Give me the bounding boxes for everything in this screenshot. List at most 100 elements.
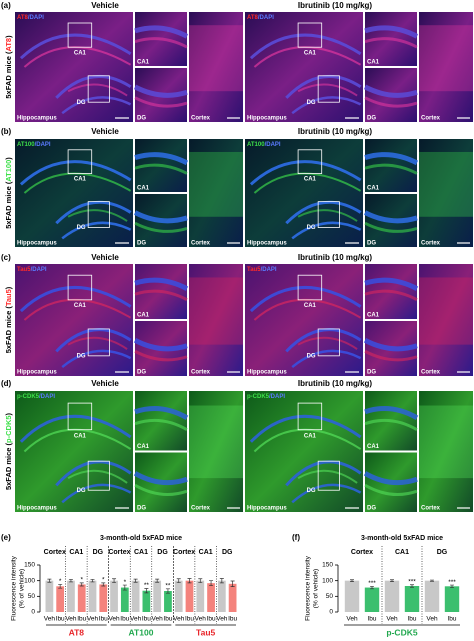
bar bbox=[344, 580, 360, 612]
ca1-box bbox=[67, 402, 93, 431]
side-label-part: AT100 bbox=[4, 160, 13, 182]
region-label: Cortex bbox=[351, 549, 373, 556]
inset-layer bbox=[364, 152, 419, 166]
ca1-box bbox=[297, 402, 323, 431]
bar bbox=[120, 587, 129, 612]
inset-layer bbox=[134, 152, 189, 166]
cell-layer bbox=[19, 33, 132, 60]
inset-label: DG bbox=[367, 241, 376, 247]
dentate-layer bbox=[55, 328, 132, 353]
stain-part: /DAPI bbox=[28, 15, 44, 21]
cortex-image bbox=[189, 264, 243, 376]
error-bar bbox=[176, 578, 181, 583]
x-tick-label: Veh bbox=[173, 616, 185, 623]
x-tick-label: Veh bbox=[346, 616, 358, 623]
inset-layer bbox=[134, 37, 188, 49]
cortex-image bbox=[419, 391, 473, 512]
x-tick-label: Veh bbox=[44, 616, 56, 623]
hippocampus-image bbox=[15, 12, 133, 122]
cell-layer bbox=[19, 160, 132, 186]
x-tick-label: Ibu bbox=[99, 616, 108, 623]
y-tick-label: 0 bbox=[31, 609, 35, 616]
ca1-box bbox=[67, 22, 93, 48]
dg-box bbox=[317, 75, 340, 103]
inset-layer bbox=[134, 405, 189, 420]
cortex-image bbox=[189, 12, 243, 122]
x-tick-label: Veh bbox=[195, 616, 207, 623]
box-label: DG bbox=[307, 100, 316, 106]
dentate-layer bbox=[291, 96, 362, 115]
box-label: CA1 bbox=[304, 177, 317, 183]
bar bbox=[45, 580, 54, 612]
region-label: Cortex bbox=[108, 549, 130, 556]
inset-layer bbox=[363, 210, 418, 224]
x-tick-label: Ibu bbox=[407, 616, 416, 623]
cell-layer bbox=[19, 414, 132, 443]
bar bbox=[185, 580, 194, 612]
y-tick-label: 50 bbox=[326, 593, 334, 600]
marker-label: Tau5 bbox=[196, 627, 215, 637]
error-bar bbox=[144, 588, 149, 594]
image-label: Hippocampus bbox=[247, 116, 287, 122]
inset-label: DG bbox=[367, 506, 376, 512]
box-label: DG bbox=[77, 488, 86, 494]
dentate-layer bbox=[55, 460, 132, 487]
significance: ** bbox=[144, 582, 150, 589]
stain-part: p-CDK5 bbox=[17, 394, 40, 400]
dentate-layer bbox=[55, 74, 132, 99]
bar bbox=[404, 585, 420, 612]
region-label: DG bbox=[93, 549, 104, 556]
bar bbox=[364, 587, 380, 612]
error-bar bbox=[47, 578, 52, 583]
bar bbox=[164, 591, 172, 612]
bar bbox=[110, 580, 118, 612]
stain-part: AT8 bbox=[17, 15, 29, 21]
dentate-layer bbox=[67, 336, 128, 350]
dg-box bbox=[87, 201, 110, 228]
error-bar bbox=[209, 580, 214, 587]
hippocampus-image bbox=[245, 391, 363, 512]
error-bar bbox=[219, 578, 224, 584]
inset-layer bbox=[364, 25, 419, 39]
inset-layer bbox=[364, 37, 418, 49]
x-tick-label: Ibu bbox=[120, 616, 129, 623]
significance: *** bbox=[448, 579, 456, 586]
inset-layer bbox=[364, 221, 418, 233]
y-tick-label: 100 bbox=[322, 577, 333, 584]
y-axis-title: (% of vehicle) bbox=[313, 569, 320, 608]
panel-letter: (b) bbox=[1, 127, 12, 136]
ca1-box bbox=[297, 149, 323, 174]
image-label: Hippocampus bbox=[247, 370, 287, 376]
inset-layer bbox=[134, 289, 188, 302]
bar bbox=[217, 580, 226, 612]
region-label: CA1 bbox=[69, 549, 83, 556]
dentate-layer bbox=[61, 349, 132, 369]
side-label-part: 5xFAD mice ( bbox=[4, 442, 13, 490]
y-axis-title: Fluorescence intensity bbox=[305, 555, 312, 620]
box-label: CA1 bbox=[304, 50, 317, 56]
dentate-layer bbox=[297, 83, 358, 97]
inset-layer bbox=[134, 96, 188, 108]
error-bar bbox=[165, 588, 170, 594]
error-bar bbox=[370, 585, 374, 590]
bar bbox=[131, 580, 140, 612]
ca1-box bbox=[297, 274, 323, 301]
dg-box bbox=[87, 460, 110, 491]
box-label: CA1 bbox=[304, 433, 317, 439]
stain-part: AT100 bbox=[17, 142, 35, 148]
marker-label: p-CDK5 bbox=[386, 627, 417, 637]
column-heading: Ibrutinib (10 mg/kg) bbox=[298, 379, 373, 388]
inset-label: DG bbox=[367, 116, 376, 122]
column-heading: Vehicle bbox=[91, 379, 119, 388]
error-bar bbox=[79, 582, 84, 587]
chart-title: 3-month-old 5xFAD mice bbox=[361, 535, 443, 542]
stain-label: p-CDK5/DAPI bbox=[17, 394, 55, 400]
side-label-part: ) bbox=[4, 35, 13, 38]
inset-layer bbox=[363, 338, 418, 352]
image-label: Hippocampus bbox=[17, 116, 57, 122]
bar bbox=[67, 580, 75, 612]
image-label: Hippocampus bbox=[17, 370, 57, 376]
side-label: 5xFAD mice (p-CDK5) bbox=[4, 412, 13, 490]
inset-layer bbox=[134, 25, 189, 39]
dentate-layer bbox=[61, 221, 132, 240]
